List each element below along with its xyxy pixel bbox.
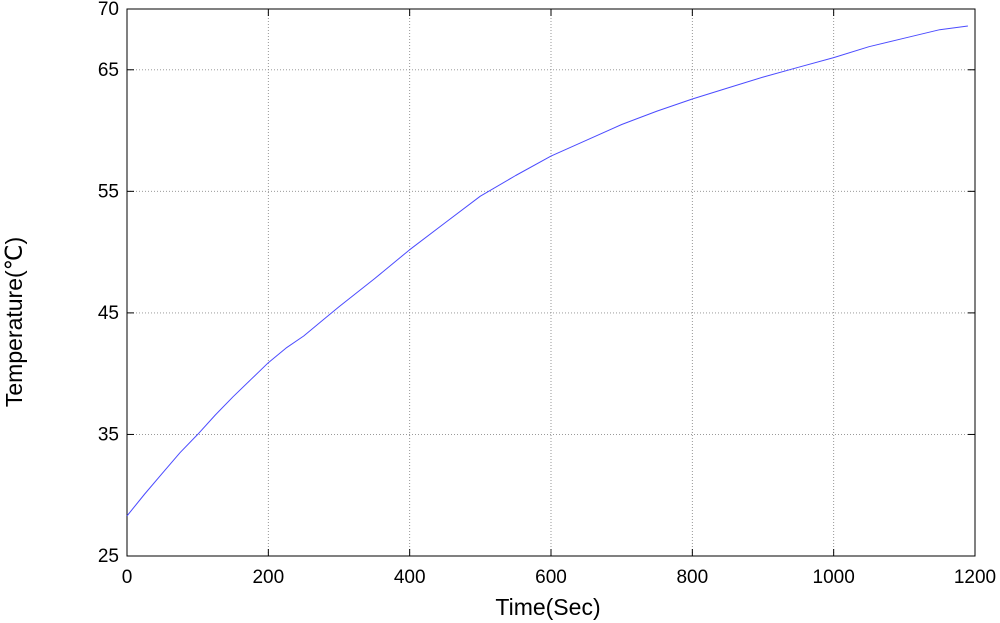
x-tick-labels: 0 200 400 600 800 1000 1200 xyxy=(122,567,996,588)
tick-marks xyxy=(127,9,975,556)
y-tick-label: 35 xyxy=(98,424,119,445)
gridlines xyxy=(127,9,975,556)
x-tick-label: 600 xyxy=(535,567,567,588)
y-tick-labels: 25 35 45 55 65 70 xyxy=(98,0,119,567)
x-tick-label: 800 xyxy=(676,567,708,588)
y-axis-title: Temperature(℃) xyxy=(1,237,27,407)
x-tick-label: 1200 xyxy=(954,567,996,588)
y-tick-label: 25 xyxy=(98,546,119,567)
y-tick-label: 70 xyxy=(98,0,119,20)
x-tick-label: 0 xyxy=(122,567,133,588)
series-line xyxy=(126,25,968,517)
x-axis-title: Time(Sec) xyxy=(495,594,600,620)
y-tick-label: 65 xyxy=(98,60,119,81)
x-tick-label: 1000 xyxy=(813,567,855,588)
x-tick-label: 200 xyxy=(252,567,284,588)
y-tick-label: 45 xyxy=(98,303,119,324)
x-tick-label: 400 xyxy=(394,567,426,588)
data-series xyxy=(126,25,968,517)
y-tick-label: 55 xyxy=(98,181,119,202)
